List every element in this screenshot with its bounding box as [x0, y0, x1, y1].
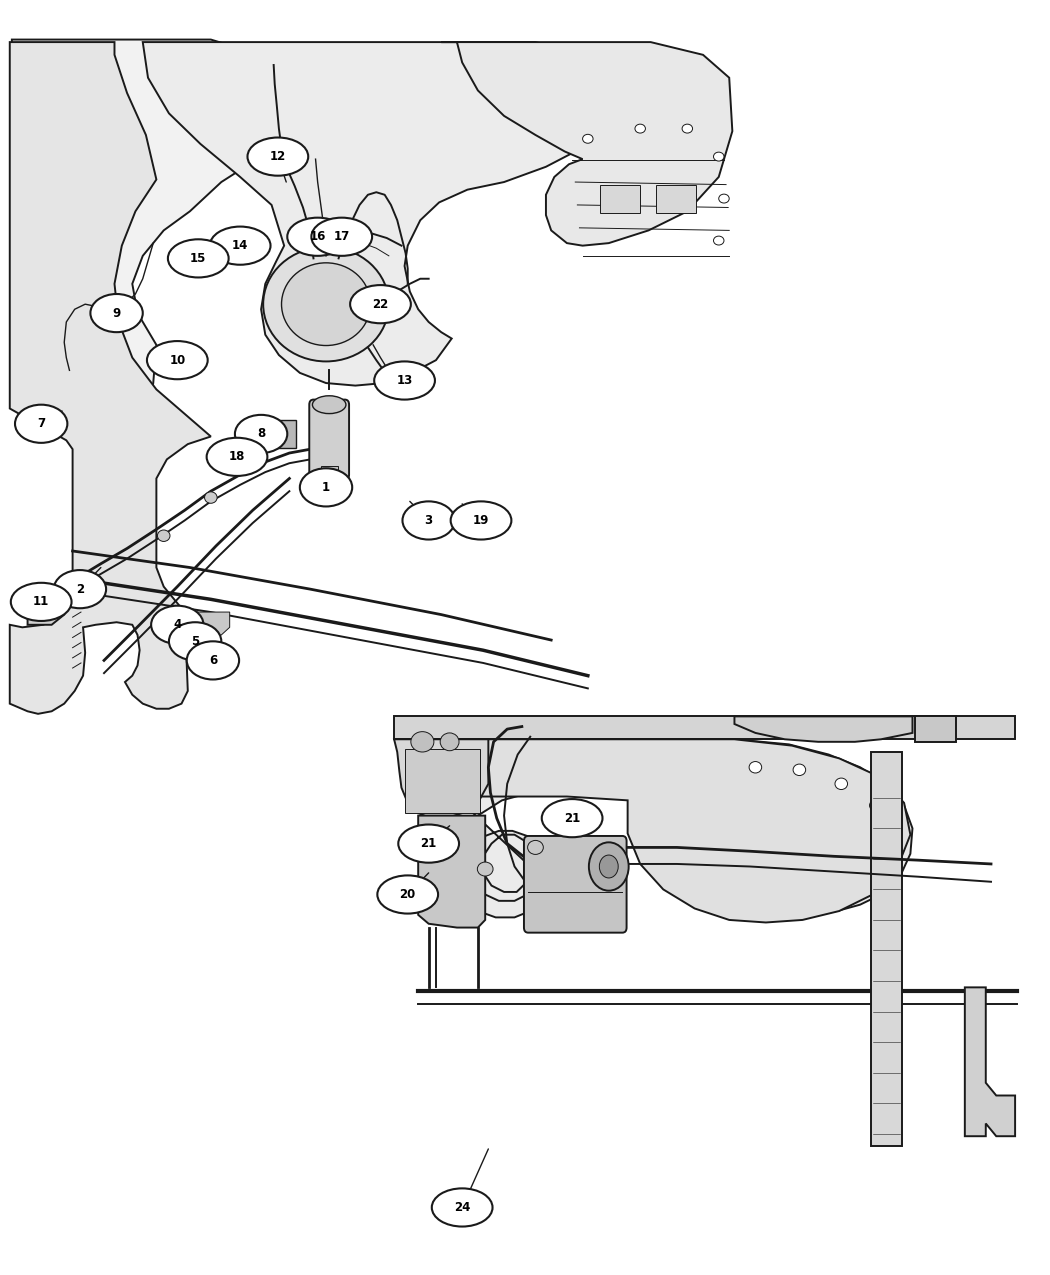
- Ellipse shape: [887, 825, 900, 836]
- Ellipse shape: [205, 492, 217, 504]
- Ellipse shape: [478, 862, 493, 876]
- Ellipse shape: [187, 641, 239, 680]
- FancyBboxPatch shape: [404, 750, 480, 813]
- Polygon shape: [394, 717, 1015, 740]
- Ellipse shape: [835, 778, 847, 789]
- Ellipse shape: [377, 876, 438, 914]
- Ellipse shape: [54, 570, 106, 608]
- Ellipse shape: [147, 342, 208, 379]
- Text: 1: 1: [322, 481, 330, 493]
- Ellipse shape: [168, 240, 229, 278]
- Text: 22: 22: [373, 297, 388, 311]
- Ellipse shape: [450, 501, 511, 539]
- Text: 21: 21: [421, 838, 437, 850]
- Ellipse shape: [313, 395, 345, 413]
- Polygon shape: [9, 42, 211, 714]
- Ellipse shape: [151, 606, 204, 644]
- Text: 5: 5: [191, 635, 200, 648]
- Ellipse shape: [398, 825, 459, 863]
- Polygon shape: [394, 740, 488, 819]
- Ellipse shape: [374, 361, 435, 399]
- FancyBboxPatch shape: [656, 185, 696, 213]
- Ellipse shape: [210, 227, 271, 265]
- Text: 3: 3: [424, 514, 433, 527]
- Polygon shape: [190, 612, 230, 638]
- Ellipse shape: [15, 404, 67, 442]
- FancyBboxPatch shape: [915, 717, 957, 742]
- Ellipse shape: [402, 501, 455, 539]
- Text: 15: 15: [190, 252, 207, 265]
- Polygon shape: [734, 717, 912, 742]
- Text: 2: 2: [76, 583, 84, 595]
- FancyBboxPatch shape: [524, 836, 627, 932]
- Ellipse shape: [207, 437, 268, 476]
- Ellipse shape: [714, 152, 723, 161]
- Ellipse shape: [583, 134, 593, 143]
- FancyBboxPatch shape: [601, 185, 640, 213]
- Ellipse shape: [600, 856, 618, 878]
- Ellipse shape: [719, 194, 729, 203]
- FancyBboxPatch shape: [870, 752, 902, 1146]
- Ellipse shape: [411, 732, 434, 752]
- Ellipse shape: [248, 138, 309, 176]
- Ellipse shape: [264, 247, 388, 361]
- Ellipse shape: [235, 414, 288, 453]
- Ellipse shape: [169, 622, 222, 660]
- FancyBboxPatch shape: [271, 419, 296, 448]
- Ellipse shape: [350, 286, 411, 324]
- Ellipse shape: [527, 840, 543, 854]
- Polygon shape: [12, 40, 285, 423]
- Ellipse shape: [90, 295, 143, 333]
- FancyBboxPatch shape: [321, 465, 337, 481]
- Ellipse shape: [714, 236, 723, 245]
- Text: 10: 10: [169, 353, 186, 367]
- Polygon shape: [457, 740, 910, 923]
- Polygon shape: [418, 816, 485, 928]
- Text: 8: 8: [257, 427, 266, 440]
- Ellipse shape: [869, 799, 882, 811]
- Ellipse shape: [312, 218, 372, 256]
- Text: 4: 4: [173, 618, 182, 631]
- Ellipse shape: [635, 124, 646, 133]
- Ellipse shape: [440, 733, 459, 751]
- Text: 20: 20: [400, 887, 416, 901]
- Polygon shape: [394, 740, 912, 918]
- Text: 24: 24: [454, 1201, 470, 1214]
- Ellipse shape: [288, 218, 348, 256]
- Polygon shape: [27, 593, 64, 625]
- Text: 6: 6: [209, 654, 217, 667]
- Text: 19: 19: [472, 514, 489, 527]
- Polygon shape: [143, 42, 609, 385]
- Text: 21: 21: [564, 812, 581, 825]
- Text: 12: 12: [270, 150, 286, 163]
- FancyBboxPatch shape: [310, 399, 349, 479]
- Polygon shape: [441, 42, 732, 246]
- Ellipse shape: [158, 530, 170, 542]
- Text: 16: 16: [310, 231, 326, 244]
- Ellipse shape: [10, 583, 71, 621]
- Text: 13: 13: [397, 374, 413, 388]
- Ellipse shape: [682, 124, 693, 133]
- Text: 18: 18: [229, 450, 246, 463]
- Ellipse shape: [589, 843, 629, 891]
- Polygon shape: [965, 987, 1015, 1136]
- Ellipse shape: [281, 263, 371, 346]
- Ellipse shape: [749, 761, 761, 773]
- Text: 17: 17: [334, 231, 350, 244]
- Text: 7: 7: [37, 417, 45, 430]
- Text: 14: 14: [232, 240, 249, 252]
- Text: 9: 9: [112, 306, 121, 320]
- Ellipse shape: [793, 764, 805, 775]
- Ellipse shape: [300, 468, 352, 506]
- Ellipse shape: [432, 1188, 492, 1227]
- Ellipse shape: [542, 799, 603, 838]
- Text: 11: 11: [33, 595, 49, 608]
